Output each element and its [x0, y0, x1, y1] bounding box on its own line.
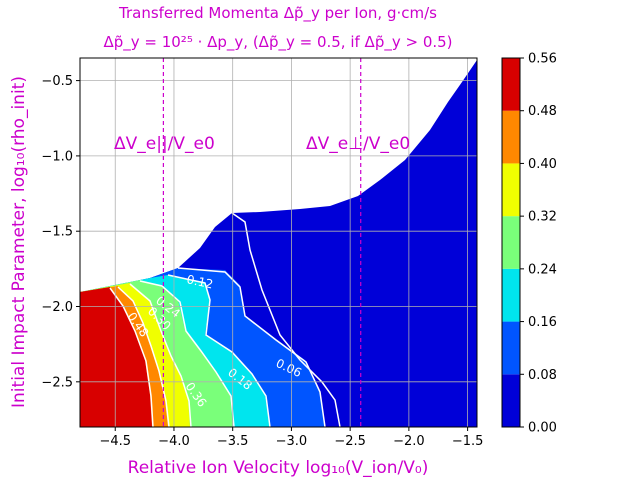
- colorbar-tick-label: 0.00: [528, 421, 557, 436]
- colorbar-tick-label: 0.40: [528, 157, 557, 172]
- x-tick-label: −3.5: [217, 434, 249, 449]
- colorbar-tick-label: 0.48: [528, 104, 557, 119]
- contour-0.24: [139, 280, 235, 427]
- vline-label-parallel: ΔV_e||/V_e0: [114, 134, 215, 154]
- vertical-lines: [162, 58, 362, 427]
- y-tick-label: −0.5: [41, 74, 73, 89]
- chart-title-line1: Transferred Momenta Δp̃_y per Ion, g·cm/…: [118, 4, 437, 23]
- colorbar-segment: [502, 268, 520, 322]
- colorbar: 0.00 0.08 0.16 0.24 0.32 0.40 0.48 0.56: [501, 52, 557, 436]
- y-tick-label: −1.5: [41, 225, 73, 240]
- contour-0.12: [177, 267, 326, 427]
- colorbar-tick-label: 0.08: [528, 368, 557, 383]
- y-tick-label: −1.0: [41, 149, 73, 164]
- colorbar-segment: [502, 321, 520, 375]
- colorbar-tick-label: 0.16: [528, 315, 557, 330]
- x-tick-label: −4.5: [99, 434, 131, 449]
- colorbar-tick-label: 0.24: [528, 262, 557, 277]
- colorbar-segment: [502, 216, 520, 269]
- colorbar-tick-label: 0.32: [528, 210, 557, 225]
- plot-frame: [79, 57, 478, 428]
- colorbar-segment: [502, 110, 520, 164]
- colorbar-segment: [502, 58, 520, 111]
- x-axis-label: Relative Ion Velocity log₁₀(V_ion/V₀): [128, 458, 429, 478]
- contour-0.48: [109, 287, 154, 427]
- contour-0.36: [117, 286, 170, 427]
- x-tick-label: −2.0: [393, 434, 425, 449]
- vline-label-perp: ΔV_e⊥/V_e0: [306, 134, 410, 154]
- y-axis-ticks: −0.5 −1.0 −1.5 −2.0 −2.5: [41, 74, 80, 390]
- plot-area: 0.12 0.06 0.18 0.24 0.30 0.36 0.48: [80, 58, 477, 427]
- contour-label-0.12: 0.12: [185, 272, 214, 291]
- colorbar-frame: [501, 57, 521, 428]
- contour-0.18: [167, 274, 271, 427]
- region-level-6: [80, 287, 152, 427]
- colorbar-segment: [502, 374, 520, 427]
- grid-lines: [80, 58, 477, 427]
- chart-title-line2: Δp̃_y = 10²⁵ · Δp_y, (Δp̃_y = 0.5, if Δp…: [103, 33, 452, 52]
- x-tick-label: −4.0: [158, 434, 190, 449]
- colorbar-tick-label: 0.56: [528, 52, 557, 67]
- contour-0.30: [129, 283, 192, 427]
- x-tick-label: −3.0: [276, 434, 308, 449]
- x-tick-label: −1.5: [452, 434, 484, 449]
- x-axis-ticks: −4.5 −4.0 −3.5 −3.0 −2.5 −2.0 −1.5: [99, 427, 483, 449]
- colorbar-segment: [502, 163, 520, 217]
- y-tick-label: −2.5: [41, 375, 73, 390]
- y-tick-label: −2.0: [41, 300, 73, 315]
- y-axis-label: Initial Impact Parameter, log₁₀(rho_init…: [9, 76, 29, 408]
- x-tick-label: −2.5: [334, 434, 366, 449]
